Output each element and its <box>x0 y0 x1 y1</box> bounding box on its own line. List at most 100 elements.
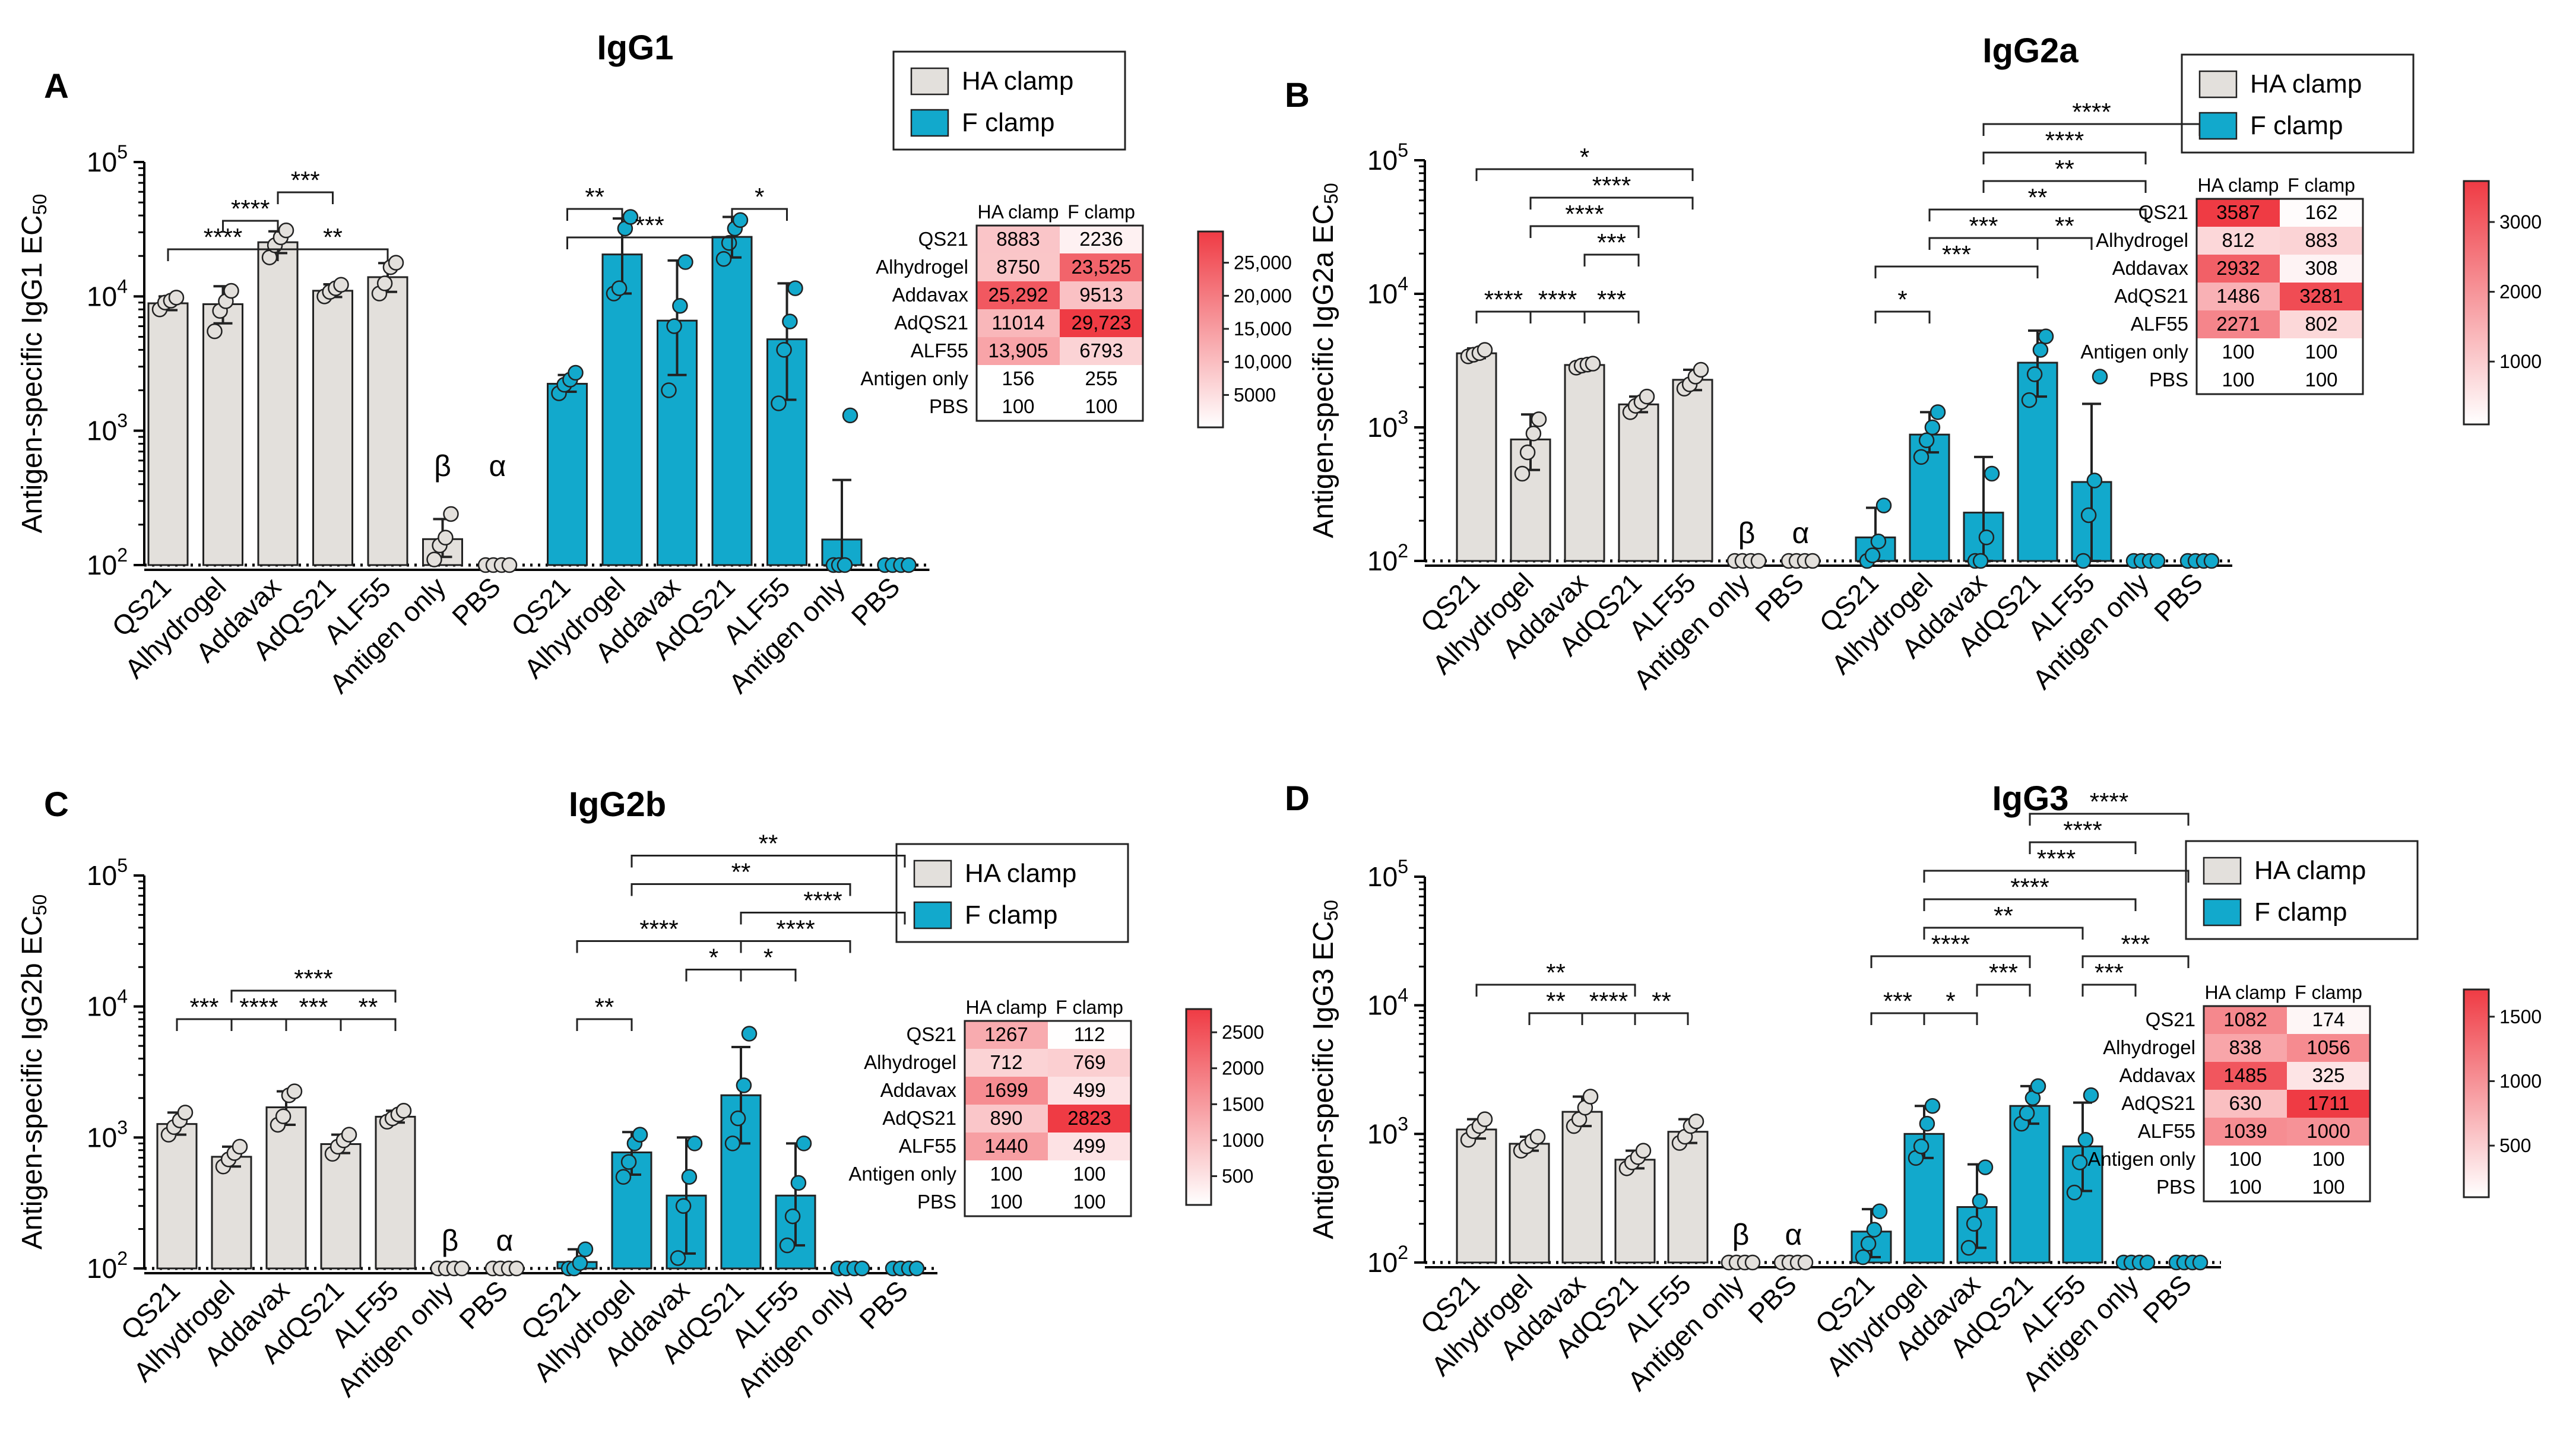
data-point <box>1919 1115 1935 1132</box>
significance-bracket <box>1528 1012 1583 1025</box>
heatmap-column-header: F clamp <box>2295 982 2362 1003</box>
bar <box>1667 1131 1709 1264</box>
data-point <box>388 255 404 271</box>
y-tick-exponent: 2 <box>117 1248 128 1269</box>
heatmap-cell <box>1060 393 1143 421</box>
heatmap-cell <box>2287 1006 2370 1034</box>
y-tick-exponent: 2 <box>1398 1242 1408 1263</box>
heatmap-value: 883 <box>2305 229 2337 251</box>
data-point <box>1477 1111 1493 1127</box>
significance-label: *** <box>635 211 664 239</box>
data-point <box>286 1083 303 1099</box>
significance-label: ** <box>585 183 604 211</box>
significance-label: **** <box>1589 987 1628 1015</box>
heatmap-cell <box>965 1160 1048 1188</box>
colorbar-tick-label: 500 <box>2499 1135 2531 1156</box>
significance-bracket <box>576 1018 633 1031</box>
heatmap-cell <box>2197 338 2280 366</box>
heatmap-row-label: ALF55 <box>899 1135 956 1157</box>
data-point <box>572 1255 588 1271</box>
significance-label: **** <box>639 915 678 943</box>
heatmap-value: 1711 <box>2308 1092 2350 1114</box>
legend-swatch <box>910 109 949 137</box>
y-axis-label: Antigen-specific IgG2a EC50 <box>1308 183 1342 538</box>
legend-box <box>892 50 1126 151</box>
bar <box>375 1115 416 1270</box>
data-point <box>207 323 223 340</box>
significance-bracket <box>566 236 733 249</box>
bar <box>711 236 753 566</box>
heatmap-value: 29,723 <box>1072 312 1132 334</box>
heatmap-cell <box>1060 281 1143 309</box>
bar <box>1561 1111 1603 1264</box>
heatmap-cell <box>2287 1118 2370 1146</box>
heatmap-column-header: F clamp <box>1067 201 1135 223</box>
heatmap-value: 100 <box>1085 395 1117 417</box>
heatmap-value: 2271 <box>2216 313 2260 335</box>
heatmap-cell <box>977 309 1060 337</box>
significance-bracket <box>1583 253 1640 267</box>
heatmap-row-label: PBS <box>929 395 968 417</box>
significance-bracket <box>1529 310 1586 323</box>
heatmap-value: 1485 <box>2223 1064 2267 1086</box>
significance-label: *** <box>2095 959 2124 986</box>
significance-label: ** <box>359 993 378 1021</box>
data-point <box>1871 1203 1888 1220</box>
data-point <box>666 318 682 334</box>
data-point <box>1514 465 1531 482</box>
heatmap-row-label: QS21 <box>2138 201 2188 223</box>
data-point <box>1477 342 1493 358</box>
y-tick-exponent: 5 <box>1398 139 1408 161</box>
significance-label: * <box>763 943 773 971</box>
significance-label: **** <box>2090 788 2128 816</box>
heatmap-value: 13,905 <box>988 340 1048 361</box>
heatmap-row-label: AdQS21 <box>2121 1092 2195 1114</box>
group-symbol: β <box>442 1224 459 1257</box>
heatmap-row-label: PBS <box>917 1191 956 1213</box>
y-tick-label: 102 <box>1367 540 1408 576</box>
significance-label: *** <box>189 993 218 1021</box>
colorbar-tick-label: 2500 <box>1222 1022 1264 1043</box>
data-point <box>577 1241 594 1258</box>
heatmap-cell <box>2197 366 2280 394</box>
data-point <box>1913 449 1929 465</box>
heatmap-value: 2932 <box>2216 257 2260 279</box>
y-tick-exponent: 5 <box>117 855 128 876</box>
data-point <box>2075 553 2092 569</box>
colorbar-tick-label: 1000 <box>2499 351 2542 372</box>
y-tick-exponent: 2 <box>117 544 128 566</box>
panel-letter: A <box>44 67 69 106</box>
heatmap-value: 8750 <box>996 256 1040 278</box>
heatmap-value: 1699 <box>984 1079 1028 1101</box>
heatmap-border <box>964 1020 1132 1217</box>
data-point <box>278 222 294 239</box>
data-point <box>1525 426 1542 442</box>
significance-bracket <box>176 1018 233 1031</box>
data-point <box>2149 553 2166 569</box>
y-axis-label: Antigen-specific IgG3 EC50 <box>1308 900 1342 1239</box>
heatmap-value: 812 <box>2222 229 2254 251</box>
data-point <box>908 1260 925 1277</box>
y-axis-label: Antigen-specific IgG1 EC50 <box>17 194 50 534</box>
data-point <box>232 1138 248 1155</box>
colorbar-tick-label: 500 <box>1222 1166 1253 1187</box>
data-point <box>741 1026 758 1042</box>
data-point <box>1639 388 1655 405</box>
significance-bracket <box>340 1018 397 1031</box>
y-tick-exponent: 4 <box>1398 273 1408 294</box>
heatmap-row-label: ALF55 <box>2131 313 2188 335</box>
data-point <box>2019 1105 2035 1121</box>
bar <box>147 302 189 566</box>
heatmap-value: 630 <box>2229 1092 2261 1114</box>
heatmap-row-label: QS21 <box>907 1023 956 1045</box>
significance-label: *** <box>1969 212 1998 240</box>
heatmap-row-label: Alhydrogel <box>2096 229 2188 251</box>
significance-bracket <box>1529 196 1694 210</box>
heatmap-row-label: Alhydrogel <box>876 256 968 278</box>
significance-label: **** <box>2045 126 2084 154</box>
data-point <box>168 290 185 306</box>
data-point <box>1966 1216 1982 1232</box>
data-point <box>438 529 454 546</box>
y-tick-exponent: 3 <box>1398 407 1408 428</box>
